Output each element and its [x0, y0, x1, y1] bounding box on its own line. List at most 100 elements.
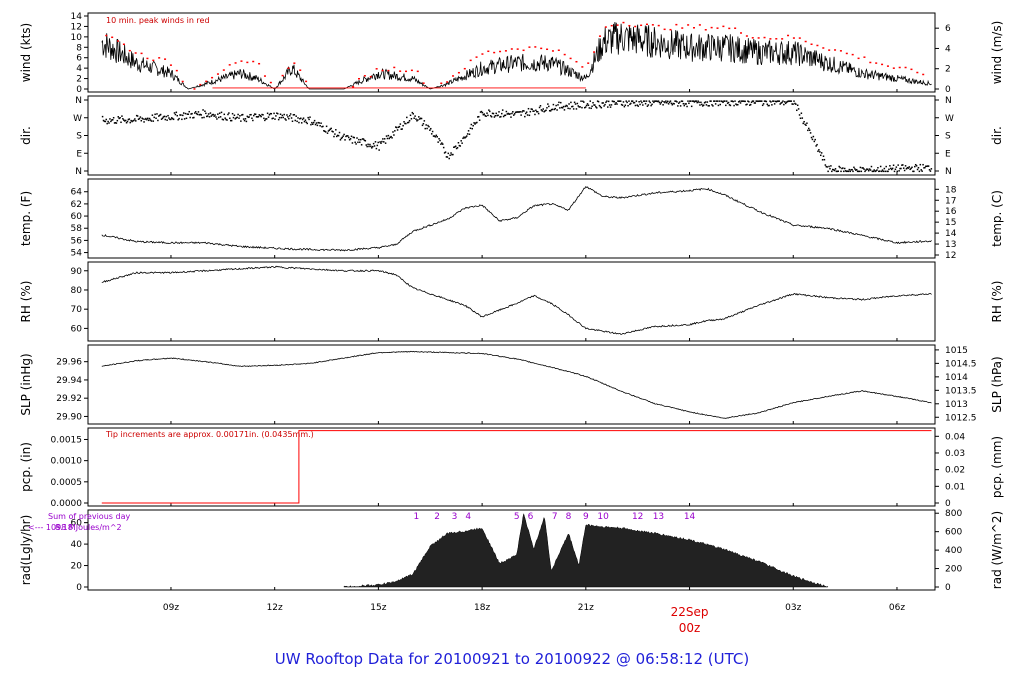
direction-point [922, 163, 924, 166]
direction-point [871, 170, 874, 173]
wind-peak-mark [105, 34, 108, 37]
wind-peak-mark [416, 70, 419, 73]
direction-point [198, 114, 201, 116]
y-tick-label-right: 1015 [945, 346, 968, 356]
wind-peak-mark [669, 28, 672, 31]
direction-point [896, 170, 899, 173]
direction-point [721, 100, 723, 103]
direction-point [222, 118, 225, 121]
direction-point [276, 112, 278, 114]
direction-point [687, 100, 689, 102]
direction-point [223, 113, 226, 116]
wind-peak-mark [440, 82, 443, 85]
direction-point [465, 136, 467, 138]
direction-point [884, 170, 887, 173]
direction-point [524, 112, 527, 115]
direction-point [702, 104, 705, 106]
wind-peak-mark [687, 24, 690, 26]
direction-point [889, 165, 891, 167]
wind-peak-mark [740, 32, 743, 34]
direction-point [108, 122, 110, 124]
direction-point [237, 113, 239, 116]
direction-point [477, 116, 479, 118]
direction-point [832, 169, 835, 171]
direction-point [558, 101, 560, 104]
direction-point [396, 129, 399, 131]
direction-point [187, 113, 190, 115]
direction-point [478, 119, 481, 121]
direction-point [443, 152, 446, 154]
direction-point [435, 134, 438, 137]
time-tick-label: 06z [889, 603, 905, 613]
direction-point [180, 114, 182, 116]
direction-point [757, 100, 759, 103]
direction-point [795, 103, 797, 105]
direction-point [243, 119, 246, 122]
wind-peak-mark [616, 24, 619, 26]
direction-point [761, 104, 764, 107]
direction-point [782, 100, 784, 102]
direction-point [456, 147, 459, 149]
direction-point [843, 170, 845, 173]
y-tick-label: 8 [76, 43, 82, 53]
direction-point [617, 100, 619, 102]
direction-point [714, 103, 717, 105]
y-tick-label: 0.0005 [51, 478, 83, 488]
direction-point [743, 100, 745, 103]
direction-point [160, 118, 163, 120]
wind-peak-mark [875, 62, 878, 64]
direction-point [764, 100, 767, 102]
direction-point [526, 114, 529, 116]
direction-point [339, 139, 342, 141]
direction-point [209, 112, 212, 114]
direction-point [804, 123, 806, 126]
direction-point [689, 100, 691, 102]
direction-point [153, 116, 155, 119]
wind-peak-mark [657, 24, 660, 27]
direction-point [191, 112, 193, 115]
wind-peak-mark [922, 73, 925, 76]
direction-point [260, 115, 262, 118]
direction-point [268, 114, 271, 116]
direction-point [308, 118, 310, 121]
direction-point [390, 135, 392, 138]
direction-point [206, 115, 209, 117]
direction-point [482, 113, 485, 116]
direction-point [678, 102, 680, 104]
direction-point [675, 100, 677, 102]
y-tick-label-right: 800 [945, 509, 962, 519]
y-tick-label-right: 1012.5 [945, 413, 977, 423]
wind-peak-mark [628, 24, 631, 27]
direction-point [229, 119, 232, 122]
direction-point [749, 104, 751, 106]
direction-point [503, 114, 506, 117]
y-tick-label-right: 0 [945, 583, 951, 593]
direction-point [661, 100, 663, 102]
direction-point [265, 118, 268, 120]
direction-point [314, 123, 317, 126]
direction-point [539, 105, 542, 107]
direction-point [479, 111, 482, 113]
direction-point [865, 169, 867, 171]
direction-point [910, 167, 912, 170]
direction-point [398, 125, 401, 128]
direction-point [717, 104, 720, 107]
y-tick-label: 0.0015 [51, 435, 83, 445]
direction-point [845, 170, 848, 173]
y-tick-label: 60 [71, 519, 83, 529]
y-tick-label-right: 16 [945, 207, 957, 217]
direction-point [641, 101, 643, 104]
direction-point [522, 109, 524, 112]
y-tick-label-right: 17 [945, 196, 956, 206]
direction-point [214, 114, 216, 116]
direction-point [271, 117, 273, 120]
direction-point [384, 142, 387, 144]
direction-point [615, 101, 617, 104]
wind-peak-mark [152, 59, 155, 62]
direction-point [908, 166, 910, 168]
direction-point [302, 117, 305, 119]
wind-peak-mark [645, 23, 648, 26]
direction-point [735, 103, 737, 105]
direction-point [565, 104, 568, 107]
